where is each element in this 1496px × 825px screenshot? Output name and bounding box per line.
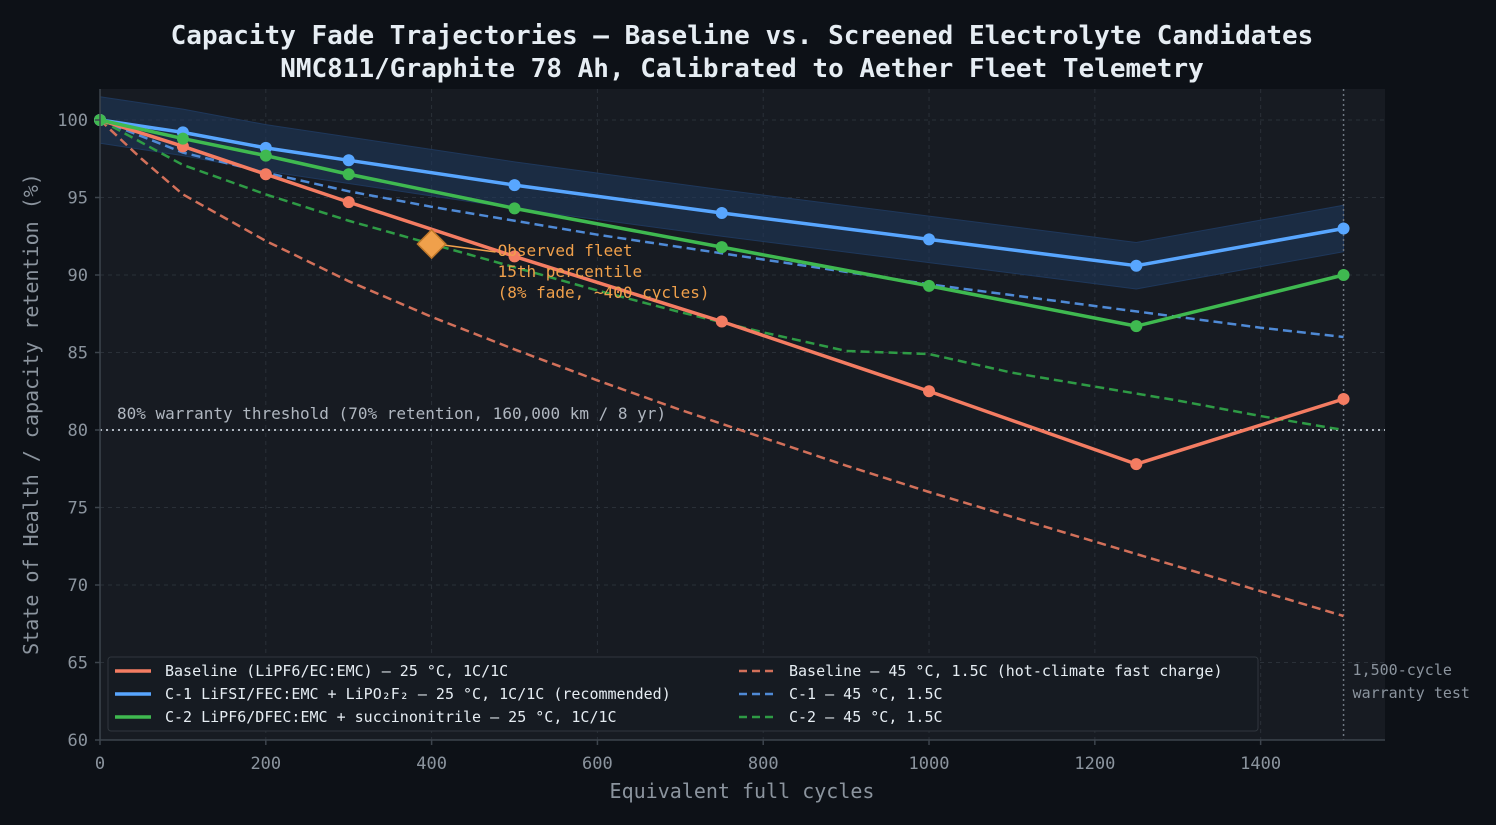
point-c-1-lifsi-fec-emc-lipo-f-25-c-1c-1c-recommended-500 [508, 179, 521, 192]
point-c-1-lifsi-fec-emc-lipo-f-25-c-1c-1c-recommended-300 [342, 154, 355, 167]
y-tick-label-80: 80 [68, 421, 88, 441]
point-c-2-lipf6-dfec-emc-succinonitrile-25-c-1c-1c-1500 [1337, 269, 1350, 281]
y-tick-label-70: 70 [68, 576, 88, 596]
y-tick-label-100: 100 [57, 111, 88, 131]
fleet-label-line1: Observed fleet [498, 241, 633, 260]
x-tick-label-0: 0 [95, 754, 105, 774]
fleet-label-line2: 15th percentile [498, 262, 643, 281]
legend-label-c-1-lifsi-fec-emc-lipo-f-25-c-1c-1c-recommended: C-1 LiFSI/FEC:EMC + LiPO₂F₂ — 25 °C, 1C/… [165, 685, 671, 703]
series-line-c-2-45-c-1-5c [99, 118, 1344, 432]
point-c-1-lifsi-fec-emc-lipo-f-25-c-1c-1c-recommended-1500 [1337, 222, 1350, 235]
fleet-annotation-connector [443, 244, 496, 253]
x-tick-label-200: 200 [250, 754, 281, 774]
point-baseline-lipf6-ec-emc-25-c-1c-1c-1000 [923, 385, 936, 398]
y-tick-label-90: 90 [68, 266, 88, 286]
legend-label-baseline-45-c-1-5c-hot-climate-fast-charge: Baseline — 45 °C, 1.5C (hot-climate fast… [789, 662, 1222, 680]
point-c-2-lipf6-dfec-emc-succinonitrile-25-c-1c-1c-500 [508, 202, 521, 215]
ticks: 0 200 400 600 800 1000 1200 1400 60 65 70 75 80 85 90 9… [57, 111, 1281, 774]
x-axis-label: Equivalent full cycles [610, 779, 875, 803]
point-c-1-lifsi-fec-emc-lipo-f-25-c-1c-1c-recommended-1250 [1130, 259, 1143, 272]
point-baseline-lipf6-ec-emc-25-c-1c-1c-1250 [1130, 458, 1143, 471]
x-tick-label-800: 800 [748, 754, 779, 774]
point-c-2-lipf6-dfec-emc-succinonitrile-25-c-1c-1c-300 [342, 168, 355, 181]
x-tick-label-1400: 1400 [1240, 754, 1281, 774]
fleet-annotation: Observed fleet 15th percentile (8% fade,… [416, 228, 710, 302]
y-tick-label-65: 65 [68, 654, 88, 674]
x-tick-label-400: 400 [416, 754, 447, 774]
series-line-c-1-45-c-1-5c [99, 118, 1344, 339]
series-line-baseline-45-c-1-5c-hot-climate-fast-charge [99, 119, 1344, 618]
point-baseline-lipf6-ec-emc-25-c-1c-1c-750 [715, 315, 728, 328]
point-c-2-lipf6-dfec-emc-succinonitrile-25-c-1c-1c-750 [715, 241, 728, 254]
y-tick-label-75: 75 [68, 499, 88, 519]
point-c-2-lipf6-dfec-emc-succinonitrile-25-c-1c-1c-1250 [1130, 320, 1143, 333]
legend-box [107, 656, 1259, 732]
x-tick-label-1000: 1000 [909, 754, 950, 774]
chart-subtitle: NMC811/Graphite 78 Ah, Calibrated to Aet… [280, 54, 1204, 84]
legend-label-c-1-45-c-1-5c: C-1 — 45 °C, 1.5C [789, 685, 943, 703]
point-c-2-lipf6-dfec-emc-succinonitrile-25-c-1c-1c-200 [259, 149, 272, 162]
y-tick-label-95: 95 [68, 189, 88, 209]
chart-title: Capacity Fade Trajectories — Baseline vs… [171, 21, 1314, 51]
fleet-label-line3: (8% fade, ~400 cycles) [498, 283, 710, 302]
warranty-test-label-line2: warranty test [1353, 684, 1470, 702]
point-baseline-lipf6-ec-emc-25-c-1c-1c-300 [342, 196, 355, 209]
point-baseline-lipf6-ec-emc-25-c-1c-1c-200 [259, 168, 272, 181]
legend-label-c-2-lipf6-dfec-emc-succinonitrile-25-c-1c-1c: C-2 LiPF6/DFEC:EMC + succinonitrile — 25… [165, 708, 617, 726]
legend: Baseline (LiPF6/EC:EMC) — 25 °C, 1C/1C C-… [107, 656, 1259, 732]
point-baseline-lipf6-ec-emc-25-c-1c-1c-1500 [1337, 393, 1350, 405]
y-tick-label-85: 85 [68, 344, 88, 364]
x-tick-label-600: 600 [582, 754, 613, 774]
point-c-1-lifsi-fec-emc-lipo-f-25-c-1c-1c-recommended-1000 [923, 233, 936, 246]
warranty-test-label-line1: 1,500-cycle [1353, 661, 1452, 679]
legend-label-baseline-lipf6-ec-emc-25-c-1c-1c: Baseline (LiPF6/EC:EMC) — 25 °C, 1C/1C [165, 662, 508, 680]
y-axis-label: State of Health / capacity retention (%) [19, 173, 43, 655]
legend-label-c-2-45-c-1-5c: C-2 — 45 °C, 1.5C [789, 708, 943, 726]
warranty-test-group: 1,500-cycle warranty test [1342, 89, 1470, 740]
series [94, 114, 1350, 618]
warranty-threshold-label: 80% warranty threshold (70% retention, 1… [117, 404, 666, 423]
x-tick-label-1200: 1200 [1074, 754, 1115, 774]
point-c-2-lipf6-dfec-emc-succinonitrile-25-c-1c-1c-100 [176, 132, 189, 145]
point-c-1-lifsi-fec-emc-lipo-f-25-c-1c-1c-recommended-750 [715, 207, 728, 219]
point-baseline-lipf6-ec-emc-25-c-1c-1c-500 [508, 250, 521, 263]
point-c-2-lipf6-dfec-emc-succinonitrile-25-c-1c-1c-1000 [923, 279, 936, 292]
y-tick-label-60: 60 [68, 731, 88, 751]
fleet-point-marker [416, 228, 447, 260]
